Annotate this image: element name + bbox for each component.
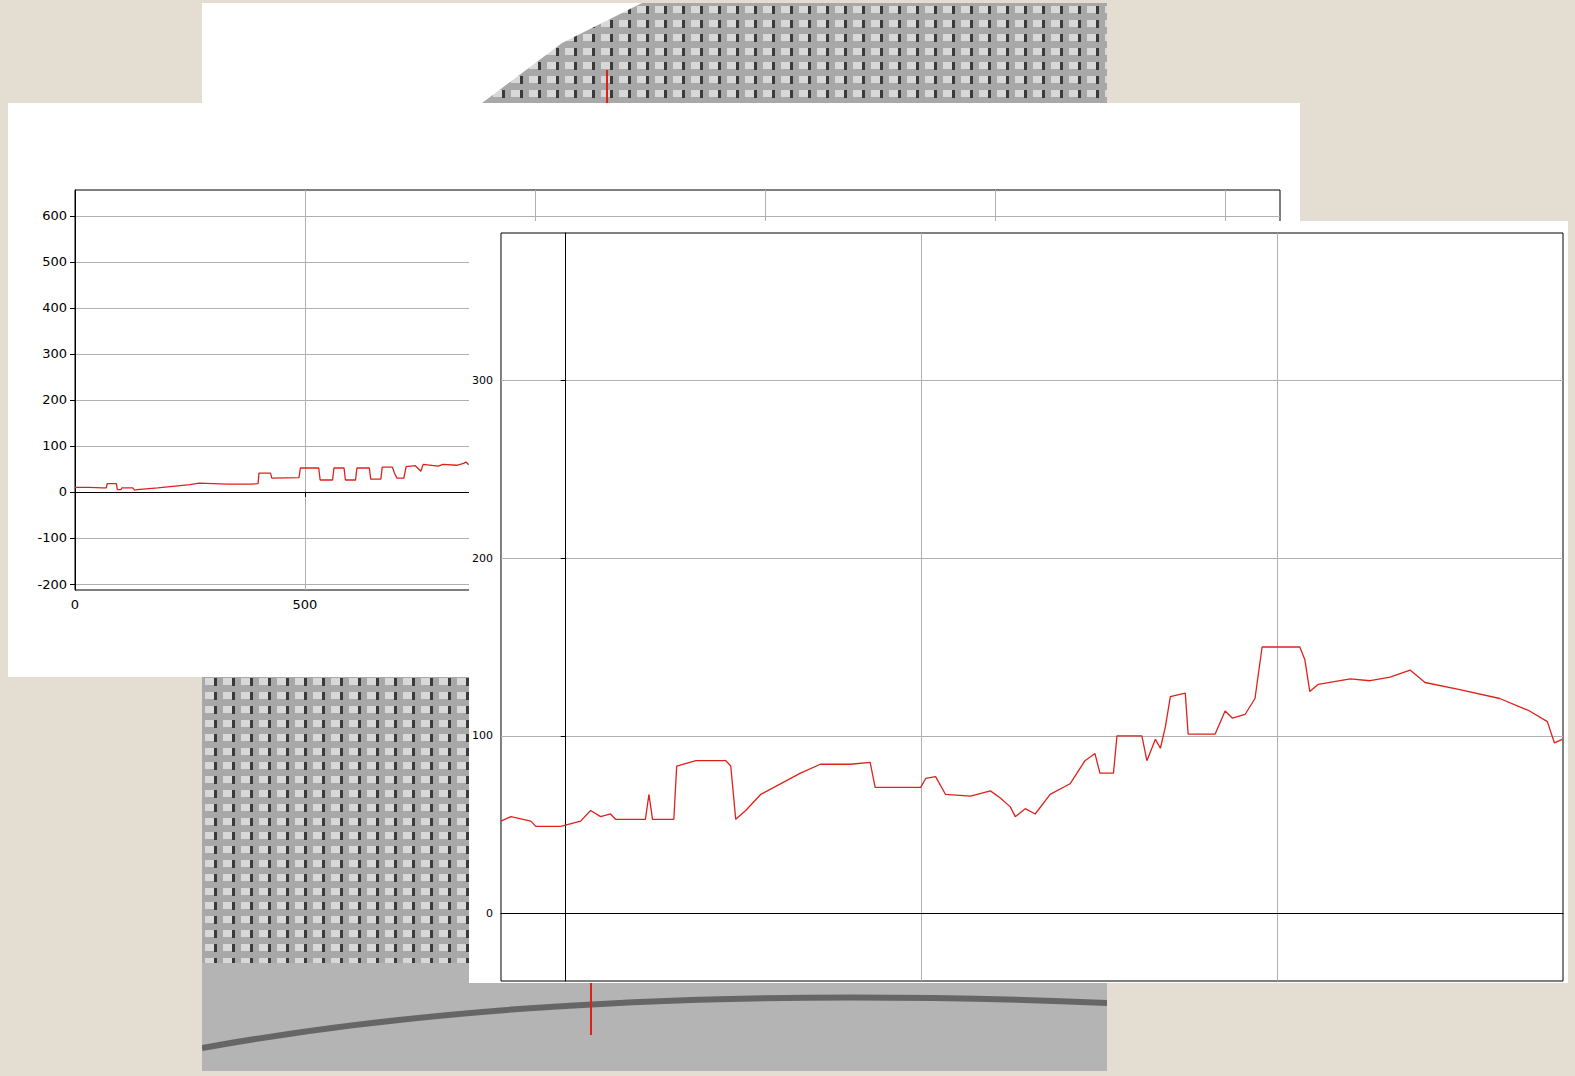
svg-text:0: 0: [486, 907, 493, 920]
svg-text:400: 400: [42, 300, 67, 315]
svg-text:100: 100: [472, 729, 493, 742]
svg-text:-100: -100: [37, 530, 67, 545]
svg-text:200: 200: [42, 392, 67, 407]
svg-text:0: 0: [71, 597, 79, 612]
svg-text:0: 0: [59, 484, 67, 499]
svg-text:100: 100: [42, 438, 67, 453]
svg-text:200: 200: [472, 552, 493, 565]
svg-text:300: 300: [472, 374, 493, 387]
svg-text:600: 600: [42, 208, 67, 223]
svg-text:300: 300: [42, 346, 67, 361]
svg-text:500: 500: [42, 254, 67, 269]
svg-text:500: 500: [293, 597, 318, 612]
svg-text:-200: -200: [37, 577, 67, 592]
